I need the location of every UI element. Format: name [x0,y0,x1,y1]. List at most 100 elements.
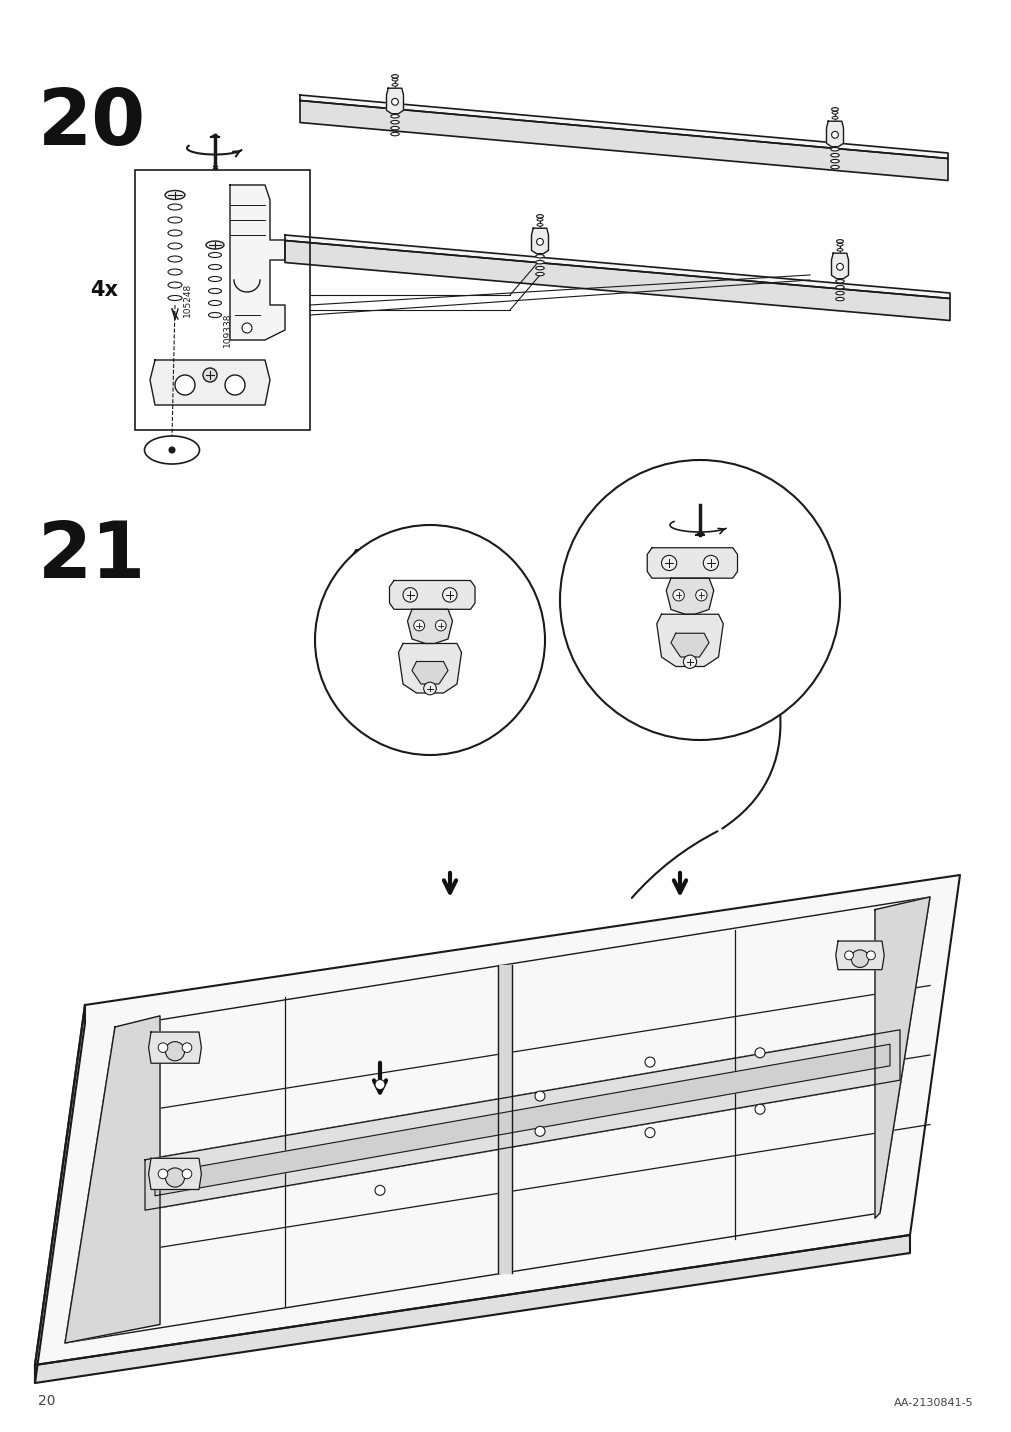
Circle shape [158,1169,168,1179]
Circle shape [703,556,718,570]
Ellipse shape [168,243,182,249]
Ellipse shape [836,239,842,243]
Circle shape [165,1041,184,1061]
Ellipse shape [535,266,544,269]
Text: 4x: 4x [348,548,374,567]
Circle shape [203,368,216,382]
Polygon shape [398,643,461,693]
Polygon shape [149,1158,201,1190]
Polygon shape [386,89,403,113]
Polygon shape [647,548,737,579]
Circle shape [182,1169,192,1179]
Ellipse shape [168,231,182,236]
Circle shape [158,1042,168,1053]
Circle shape [535,1127,545,1137]
Polygon shape [35,1005,85,1383]
Polygon shape [831,253,847,279]
Circle shape [695,590,707,601]
Circle shape [535,1091,545,1101]
Ellipse shape [168,218,182,223]
Polygon shape [875,896,929,1219]
Text: AA-2130841-5: AA-2130841-5 [894,1398,973,1408]
Ellipse shape [836,263,842,271]
Ellipse shape [835,298,843,301]
Polygon shape [299,100,947,180]
Ellipse shape [536,215,543,218]
Circle shape [865,951,875,959]
Ellipse shape [831,116,837,119]
Ellipse shape [208,276,221,282]
Ellipse shape [535,272,544,276]
Circle shape [850,949,867,968]
FancyArrowPatch shape [631,831,717,898]
Circle shape [375,1186,384,1196]
Ellipse shape [830,166,838,169]
Ellipse shape [208,288,221,294]
Polygon shape [285,241,949,321]
Ellipse shape [165,190,185,199]
Circle shape [644,1057,654,1067]
Ellipse shape [831,112,837,115]
Ellipse shape [391,99,398,105]
Ellipse shape [168,269,182,275]
Circle shape [754,1104,764,1114]
Circle shape [559,460,839,740]
Ellipse shape [390,132,399,136]
Polygon shape [411,662,448,684]
Ellipse shape [390,126,399,130]
Circle shape [224,375,245,395]
Polygon shape [35,1234,909,1383]
Ellipse shape [831,107,837,112]
Ellipse shape [830,153,838,158]
Ellipse shape [391,83,397,86]
Circle shape [661,556,676,570]
Ellipse shape [536,238,543,245]
Ellipse shape [390,120,399,125]
Polygon shape [299,95,947,159]
Circle shape [442,587,457,601]
Ellipse shape [836,243,842,246]
Polygon shape [229,185,285,339]
Circle shape [402,587,417,601]
Circle shape [175,375,195,395]
Polygon shape [531,228,548,253]
Circle shape [672,590,683,601]
Ellipse shape [836,249,842,251]
Ellipse shape [168,256,182,262]
Ellipse shape [835,292,843,295]
Polygon shape [65,1015,160,1343]
Ellipse shape [535,261,544,263]
Ellipse shape [390,115,399,117]
Polygon shape [35,875,959,1365]
Ellipse shape [535,255,544,258]
Ellipse shape [168,203,182,211]
Polygon shape [835,941,884,969]
Ellipse shape [391,79,397,82]
Polygon shape [826,122,842,146]
Polygon shape [285,235,949,298]
FancyArrowPatch shape [722,713,779,829]
Ellipse shape [206,241,223,249]
Polygon shape [155,1044,889,1196]
Polygon shape [389,580,474,609]
Polygon shape [665,579,713,614]
Ellipse shape [537,223,543,226]
Polygon shape [407,609,452,643]
Circle shape [242,324,252,334]
Polygon shape [150,359,270,405]
Polygon shape [670,633,709,657]
Text: 109338: 109338 [222,312,232,347]
Ellipse shape [208,265,221,269]
Ellipse shape [168,282,182,288]
Circle shape [182,1042,192,1053]
Circle shape [375,1080,384,1090]
Ellipse shape [208,312,221,318]
Circle shape [424,682,436,695]
Ellipse shape [208,301,221,305]
Text: 20: 20 [38,84,147,160]
Ellipse shape [208,252,221,258]
Polygon shape [145,1030,899,1210]
Circle shape [682,654,696,669]
Ellipse shape [831,132,837,139]
Circle shape [644,1127,654,1137]
